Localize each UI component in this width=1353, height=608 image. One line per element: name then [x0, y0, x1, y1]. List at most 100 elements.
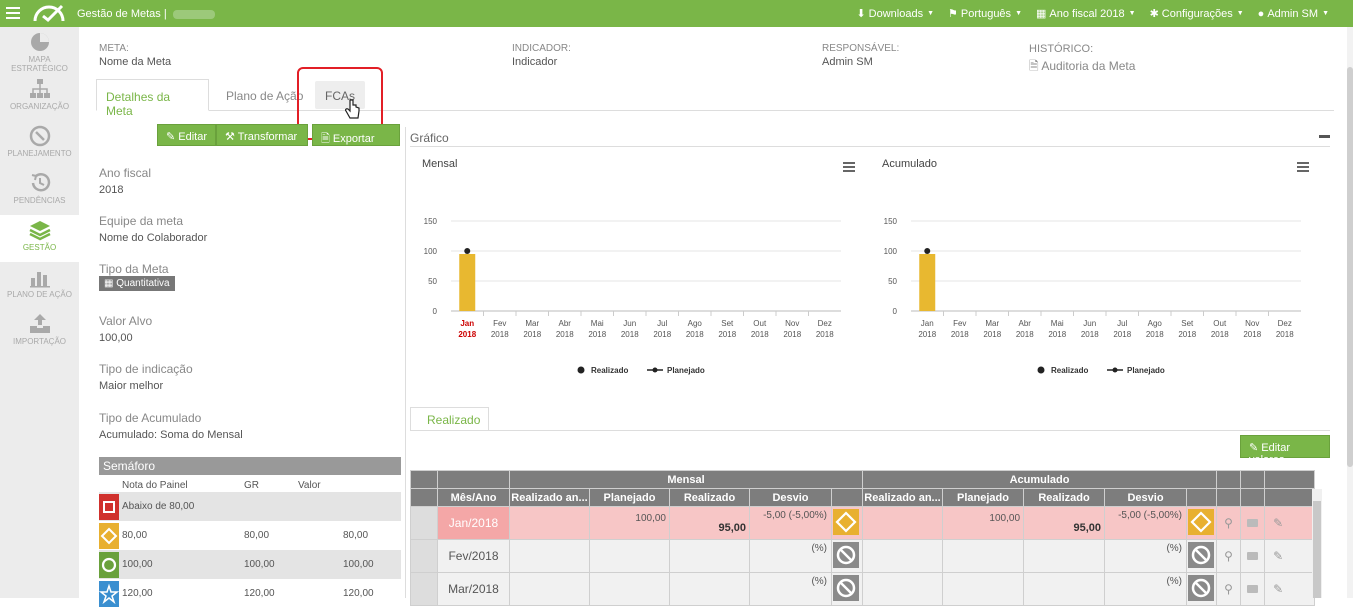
cell-m-dev: (%): [749, 539, 832, 573]
month-cell: Mar/2018: [437, 572, 510, 606]
sidebar-item-history[interactable]: PENDÊNCIAS: [0, 168, 79, 215]
attach-icon[interactable]: ⚲: [1216, 572, 1242, 606]
attach-icon[interactable]: ⚲: [1216, 539, 1242, 573]
semaforo-gr: 80,00: [244, 530, 270, 541]
status-cell: [830, 572, 864, 606]
comment-icon[interactable]: [1240, 539, 1266, 573]
collapse-icon[interactable]: [1319, 135, 1330, 138]
x-tick-label-year: 2018: [783, 330, 801, 339]
month-cell: Jan/2018: [437, 506, 510, 540]
x-tick-label-year: 2018: [523, 330, 541, 339]
cell-m-real: 95,00: [669, 506, 750, 540]
x-tick-label-year: 2018: [1243, 330, 1261, 339]
transform-button[interactable]: ⚒ Transformar: [216, 124, 308, 146]
topnav-download[interactable]: ⬇ Downloads ▼: [856, 7, 935, 21]
header-actions: [1240, 488, 1266, 507]
sidebar-item-bar-chart[interactable]: PLANO DE AÇÃO: [0, 262, 79, 309]
x-tick-label: Fev: [493, 319, 506, 328]
topnav-label: Ano fiscal 2018: [1049, 7, 1125, 20]
sidebar-item-org-chart[interactable]: ORGANIZAÇÃO: [0, 74, 79, 121]
pencil-icon[interactable]: ✎: [1264, 506, 1316, 540]
column-header[interactable]: Planejado: [942, 488, 1025, 507]
semaforo-gr: 100,00: [244, 559, 275, 570]
legend-realizado-marker: [577, 366, 585, 374]
x-tick-label-year: 2018: [653, 330, 671, 339]
comment-icon[interactable]: [1240, 506, 1266, 540]
tab-detalhes-da-meta[interactable]: Detalhes da Meta: [96, 79, 209, 118]
tab-fcas[interactable]: FCAs: [315, 81, 365, 109]
x-tick-label-year: 2018: [983, 330, 1001, 339]
attach-icon[interactable]: ⚲: [1216, 506, 1242, 540]
chart-svg: 0 50 100 150 Jan 2018 Fev 2018 Mar 2018 Abr 2018 Mai…: [424, 217, 841, 375]
field-value: Maior melhor: [99, 380, 164, 392]
legend-planejado[interactable]: Planejado: [667, 366, 705, 375]
historico-link[interactable]: 🗎 Auditoria da Meta: [1029, 59, 1136, 73]
x-tick-label: Jun: [623, 319, 636, 328]
hamburger-menu-icon[interactable]: [6, 7, 20, 19]
caret-down-icon: ▼: [927, 10, 935, 17]
y-tick-label: 0: [893, 307, 898, 316]
column-header[interactable]: Mês/Ano: [437, 488, 510, 507]
app-title: Gestão de Metas |: [77, 8, 215, 20]
caret-down-icon: ▼: [1128, 10, 1136, 17]
header-status: [830, 488, 864, 507]
chart-menu-icon[interactable]: [843, 162, 855, 174]
sidebar-item-compass[interactable]: PLANEJAMENTO: [0, 121, 79, 168]
semaforo-row: 120,00 120,00 120,00: [99, 579, 401, 608]
tab-plano-de-acao[interactable]: Plano de Ação: [226, 89, 304, 103]
sidebar-item-label: PENDÊNCIAS: [13, 196, 66, 205]
x-tick-label-year: 2018: [951, 330, 969, 339]
column-header[interactable]: Realizado: [669, 488, 750, 507]
column-header[interactable]: Realizado: [1023, 488, 1106, 507]
field-value: Acumulado: Soma do Mensal: [99, 429, 243, 441]
column-header[interactable]: Realizado an...: [509, 488, 590, 507]
semaforo-square-icon: [99, 494, 119, 520]
y-tick-label: 150: [424, 217, 438, 226]
legend-realizado[interactable]: Realizado: [1051, 366, 1088, 375]
table-scrollbar[interactable]: [1312, 489, 1322, 598]
edit-values-button[interactable]: ✎ Editar valores: [1240, 435, 1330, 466]
status-diamond-icon: [1188, 508, 1215, 535]
planned-point: [464, 248, 471, 254]
chart-title: Mensal: [422, 158, 458, 170]
calendar-icon: ▦: [1036, 8, 1047, 20]
status-no-data-icon: [833, 574, 859, 601]
tab-realizado[interactable]: Realizado: [410, 407, 489, 431]
x-tick-label-year: 2018: [621, 330, 639, 339]
column-header[interactable]: Realizado an...: [862, 488, 944, 507]
semaforo-valor: 120,00: [343, 588, 374, 599]
topnav-calendar[interactable]: ▦ Ano fiscal 2018 ▼: [1036, 7, 1136, 21]
values-table: Mensal Acumulado Mês/Ano Realizado an... P…: [410, 470, 1316, 606]
sidebar-item-label: PLANO DE AÇÃO: [7, 290, 72, 299]
sidebar-item-upload[interactable]: IMPORTAÇÃO: [0, 309, 79, 356]
legend-realizado[interactable]: Realizado: [591, 366, 628, 375]
scrollbar-thumb[interactable]: [1347, 67, 1353, 467]
topnav-flag[interactable]: ⚑ Português ▼: [948, 7, 1022, 21]
legend-realizado-marker: [1037, 366, 1045, 374]
semaforo-row: Abaixo de 80,00: [99, 492, 401, 521]
column-header[interactable]: Desvio: [749, 488, 832, 507]
legend-planejado-marker: [652, 367, 658, 373]
topnav-gear[interactable]: ✱ Configurações ▼: [1150, 7, 1244, 21]
sidebar-item-stack[interactable]: GESTÃO: [0, 215, 79, 262]
edit-button[interactable]: ✎ Editar: [157, 124, 217, 146]
export-pdf-button[interactable]: 🗎 Exportar PDF: [312, 124, 400, 161]
column-header[interactable]: Planejado: [589, 488, 670, 507]
topnav-label: Downloads: [868, 7, 924, 20]
x-tick-label: Nov: [1245, 319, 1259, 328]
table-row: Jan/2018 100,00 95,00 -5,00 (-5,00%) 100,00 9…: [410, 506, 1316, 540]
chart-menu-icon[interactable]: [1297, 162, 1309, 174]
table-scrollbar-thumb[interactable]: [1313, 501, 1321, 598]
topnav-user[interactable]: ● Admin SM ▼: [1258, 8, 1329, 20]
column-header[interactable]: Desvio: [1104, 488, 1188, 507]
pencil-icon[interactable]: ✎: [1264, 572, 1316, 606]
pencil-icon[interactable]: ✎: [1264, 539, 1316, 573]
legend-planejado[interactable]: Planejado: [1127, 366, 1165, 375]
responsavel-label: RESPONSÁVEL:: [822, 43, 900, 54]
x-tick-label-year: 2018: [458, 330, 476, 339]
month-cell: Fev/2018: [437, 539, 510, 573]
comment-icon[interactable]: [1240, 572, 1266, 606]
topnav-label: Configurações: [1161, 7, 1233, 20]
sidebar-item-pie-chart[interactable]: MAPA ESTRATÉGICO: [0, 27, 79, 74]
page-scrollbar[interactable]: [1347, 27, 1353, 598]
